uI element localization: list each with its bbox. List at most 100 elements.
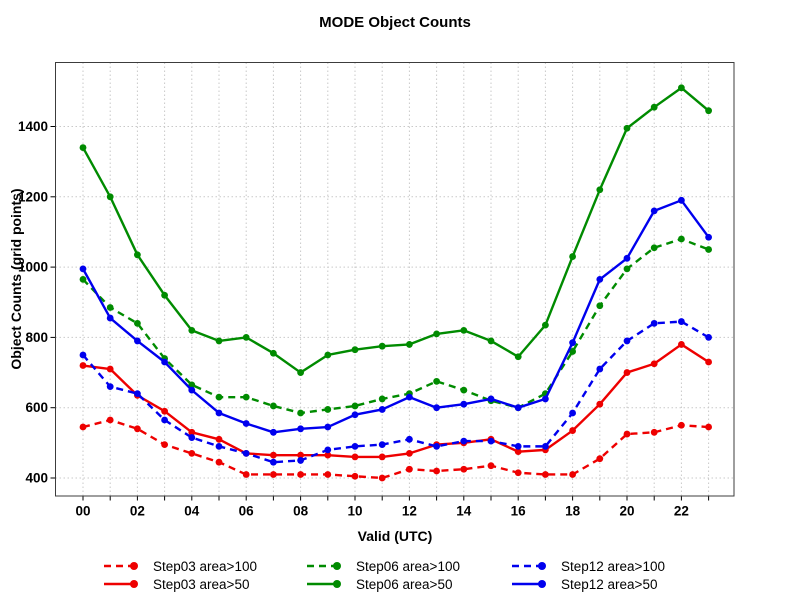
- data-point: [514, 353, 522, 361]
- series-step12-area-100: [79, 318, 712, 466]
- data-point: [705, 233, 712, 241]
- data-point: [242, 471, 250, 478]
- x-tick-label: 02: [130, 504, 145, 519]
- series-line-step03-area-50: [82, 343, 710, 459]
- x-tick-label: 06: [239, 504, 255, 519]
- data-point: [188, 449, 196, 457]
- data-point: [79, 265, 87, 273]
- data-point: [106, 416, 114, 424]
- data-point: [433, 442, 440, 450]
- data-point: [378, 453, 386, 461]
- data-point: [161, 441, 169, 449]
- data-point: [351, 402, 359, 410]
- data-point: [378, 474, 386, 482]
- data-point: [433, 404, 440, 412]
- data-point: [623, 265, 631, 273]
- y-tick-label: 1200: [18, 189, 48, 204]
- series-step06-area-100: [79, 235, 712, 417]
- data-point: [623, 254, 631, 262]
- data-point: [215, 409, 223, 417]
- data-point: [215, 458, 223, 466]
- data-point: [297, 425, 304, 433]
- data-point: [487, 437, 495, 445]
- x-tick-label: 00: [75, 504, 90, 519]
- data-point: [569, 348, 576, 355]
- data-point: [514, 448, 522, 456]
- series-line-step03-area-100: [82, 418, 709, 480]
- data-point: [705, 358, 712, 366]
- data-point: [79, 423, 87, 431]
- data-point: [297, 451, 304, 459]
- y-axis-label: Object Counts (grid points): [8, 188, 24, 370]
- legend-item-step12-area-100: Step12 area>100: [512, 559, 665, 574]
- legend-label: Step06 area>50: [356, 577, 452, 592]
- data-point: [161, 358, 169, 366]
- data-point: [270, 451, 277, 459]
- data-point: [351, 442, 359, 450]
- series-step03-area-100: [79, 416, 712, 482]
- data-point: [705, 246, 712, 253]
- data-point: [623, 369, 631, 376]
- data-point: [487, 395, 495, 403]
- legend-point-sample: [333, 580, 341, 588]
- legend-item-step06-area-100: Step06 area>100: [307, 559, 460, 574]
- data-point: [134, 337, 141, 345]
- data-point: [106, 314, 114, 322]
- data-point: [542, 395, 549, 403]
- series-step12-area-50: [79, 196, 712, 436]
- data-point: [650, 360, 658, 368]
- data-point: [542, 321, 549, 329]
- data-point: [134, 390, 141, 398]
- legend-point-sample: [130, 562, 138, 570]
- series-step03-area-50: [79, 341, 712, 461]
- legend-label: Step03 area>50: [153, 577, 249, 592]
- data-point: [351, 453, 359, 461]
- data-point: [569, 471, 576, 478]
- data-point: [134, 425, 141, 433]
- legend-label: Step12 area>100: [561, 559, 665, 574]
- data-point: [460, 437, 468, 445]
- data-point: [215, 337, 223, 345]
- data-point: [678, 341, 685, 348]
- data-point: [514, 404, 522, 412]
- data-point: [297, 457, 304, 464]
- data-point: [460, 400, 468, 408]
- data-point: [134, 319, 141, 327]
- data-point: [678, 84, 685, 92]
- data-point: [134, 251, 141, 259]
- data-point: [678, 318, 685, 325]
- data-point: [433, 467, 440, 475]
- data-point: [106, 365, 114, 373]
- legend-label: Step06 area>100: [356, 559, 460, 574]
- data-point: [433, 330, 440, 338]
- series-line-step06-area-100: [82, 237, 710, 415]
- data-point: [351, 411, 359, 419]
- data-point: [460, 386, 468, 394]
- data-point: [270, 428, 277, 436]
- y-tick-label: 800: [25, 330, 48, 345]
- data-point: [79, 144, 87, 151]
- data-point: [596, 186, 604, 194]
- data-point: [623, 124, 631, 132]
- data-point: [514, 442, 522, 450]
- legend-point-sample: [130, 580, 138, 588]
- series-line-step06-area-50: [81, 86, 710, 374]
- x-tick-label: 20: [619, 504, 634, 519]
- data-point: [324, 446, 332, 454]
- y-tick-label: 1400: [18, 119, 48, 134]
- data-point: [542, 442, 549, 450]
- data-point: [406, 449, 413, 457]
- data-point: [569, 339, 576, 347]
- data-point: [378, 406, 386, 413]
- data-point: [406, 465, 413, 473]
- y-tick-label: 1000: [18, 260, 48, 275]
- data-point: [650, 428, 658, 436]
- data-point: [406, 435, 413, 443]
- data-point: [188, 434, 196, 441]
- legend: Step03 area>100 Step06 area>100 Step12 are…: [104, 559, 665, 592]
- data-point: [215, 435, 223, 443]
- series-line-step12-area-50: [81, 199, 710, 434]
- data-point: [569, 427, 576, 434]
